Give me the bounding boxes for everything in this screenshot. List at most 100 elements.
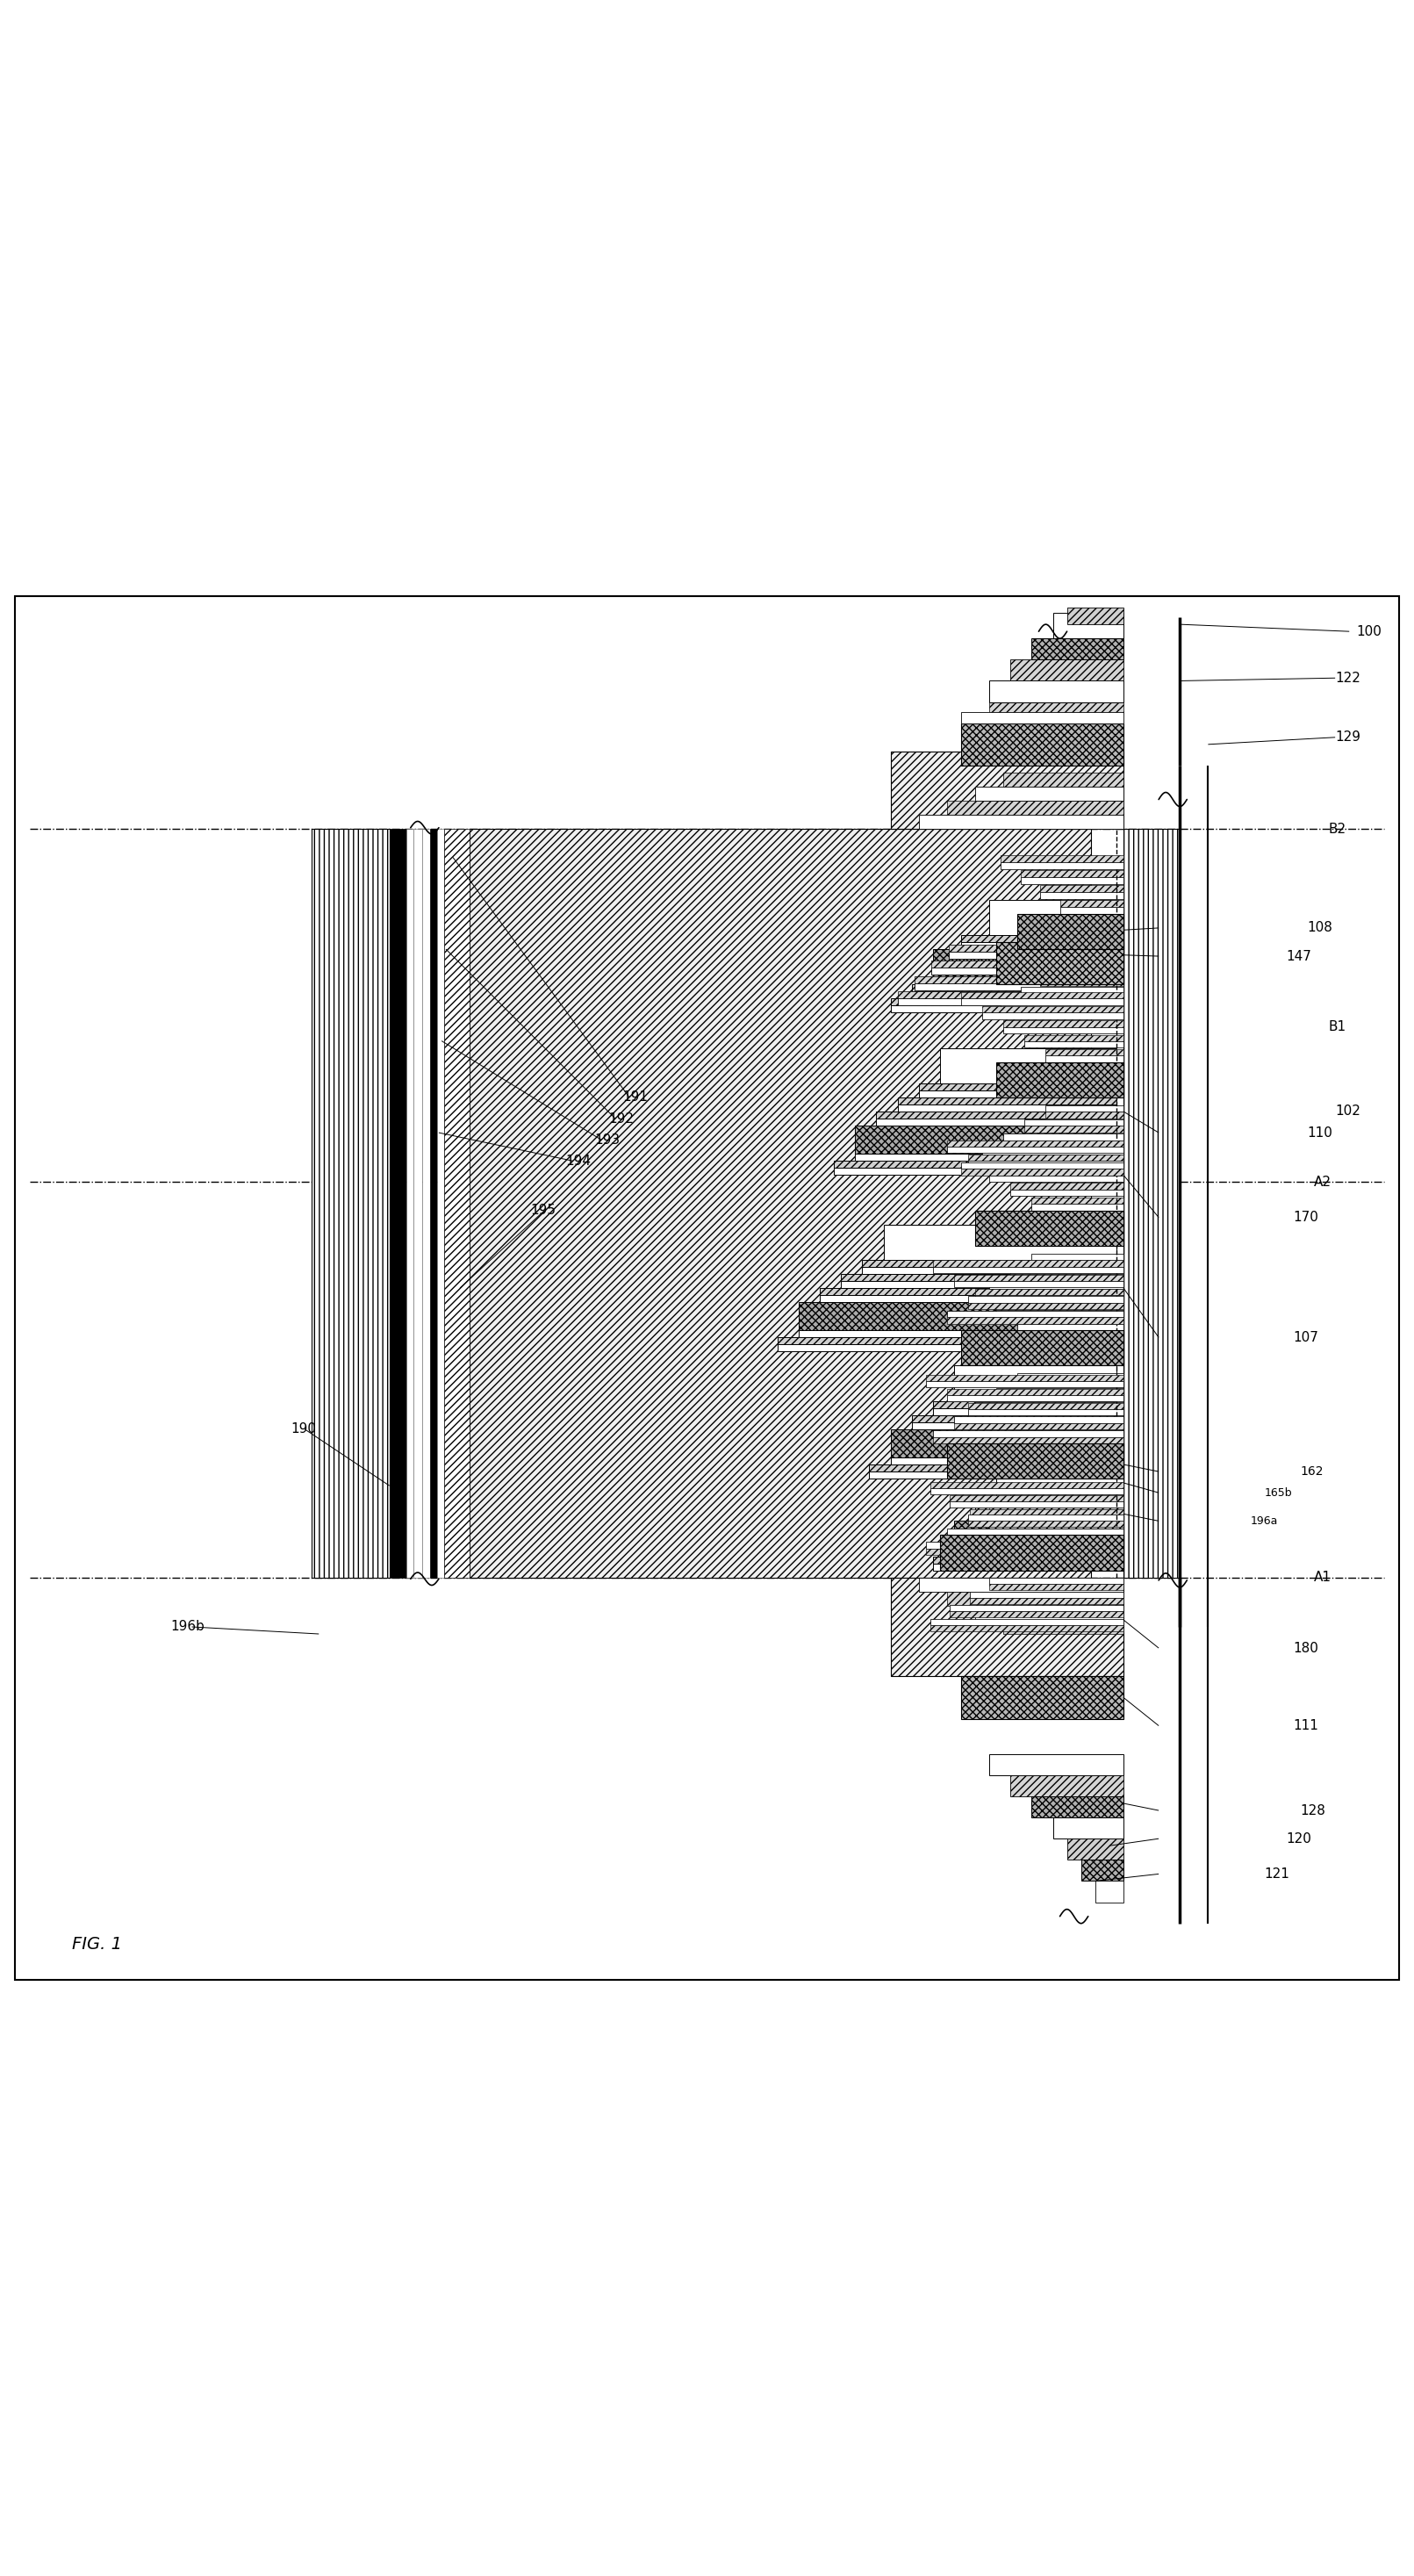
Bar xyxy=(1060,907,1123,914)
Text: 190: 190 xyxy=(291,1422,317,1435)
Bar xyxy=(919,814,1123,829)
Bar xyxy=(406,829,413,1577)
Bar xyxy=(983,1149,1123,1154)
Bar xyxy=(1041,886,1123,891)
Bar xyxy=(954,1422,1123,1430)
Bar xyxy=(1011,1775,1123,1795)
Bar xyxy=(997,1394,1123,1401)
Bar xyxy=(1060,963,1123,971)
Bar xyxy=(932,969,1123,974)
Bar xyxy=(990,1530,1123,1535)
Bar xyxy=(933,1564,1116,1571)
Bar xyxy=(1041,891,1123,899)
Bar xyxy=(1082,1860,1123,1880)
Text: 196b: 196b xyxy=(171,1620,205,1633)
Bar xyxy=(947,801,1123,814)
Bar xyxy=(970,1592,1123,1597)
Bar xyxy=(930,1625,1123,1631)
Bar xyxy=(799,1301,1116,1329)
Bar xyxy=(962,724,1123,765)
Text: 195: 195 xyxy=(530,1203,556,1216)
Bar xyxy=(962,999,1123,1005)
Text: 196a: 196a xyxy=(1250,1515,1278,1528)
Bar xyxy=(933,1267,1123,1273)
Text: 100: 100 xyxy=(1356,626,1381,639)
Bar xyxy=(976,786,1123,801)
Bar xyxy=(926,1548,1123,1556)
Bar xyxy=(1001,855,1123,863)
Bar xyxy=(1123,829,1179,1577)
Bar xyxy=(863,1267,1116,1275)
Bar xyxy=(933,1556,1116,1564)
Bar xyxy=(1018,1373,1123,1381)
Text: 102: 102 xyxy=(1335,1105,1360,1118)
Bar xyxy=(983,1007,1123,1012)
Bar xyxy=(1068,608,1123,623)
Bar xyxy=(950,1605,1123,1613)
Bar xyxy=(1032,1260,1123,1267)
Text: 147: 147 xyxy=(1285,951,1311,963)
Bar xyxy=(1004,1141,1123,1146)
Bar xyxy=(962,935,1116,943)
Bar xyxy=(997,943,1123,984)
Text: 110: 110 xyxy=(1307,1126,1332,1139)
Bar xyxy=(933,1430,1123,1437)
Bar xyxy=(311,829,389,1577)
Bar xyxy=(1004,1028,1123,1033)
Bar xyxy=(1021,987,1123,994)
Bar xyxy=(877,1118,1116,1126)
Bar xyxy=(976,1401,1123,1409)
Bar xyxy=(912,984,1116,992)
Bar xyxy=(1025,1126,1123,1133)
Bar xyxy=(962,711,1123,724)
Bar xyxy=(1032,1203,1123,1211)
Bar xyxy=(1053,613,1123,639)
Bar xyxy=(841,1275,1116,1280)
Bar xyxy=(970,1597,1123,1605)
Text: 111: 111 xyxy=(1292,1718,1318,1731)
Bar xyxy=(954,1417,1123,1422)
Bar xyxy=(990,1584,1123,1589)
Bar xyxy=(1011,1486,1123,1492)
Bar xyxy=(1018,1381,1123,1386)
Text: 120: 120 xyxy=(1285,1832,1311,1844)
Text: 122: 122 xyxy=(1335,672,1360,685)
Bar xyxy=(915,976,1123,984)
Bar xyxy=(950,1494,1123,1502)
Bar xyxy=(912,992,1116,999)
Bar xyxy=(997,1061,1123,1097)
Bar xyxy=(933,976,1116,984)
Bar xyxy=(970,1515,1123,1522)
Bar xyxy=(976,1409,1123,1414)
Bar xyxy=(1068,1839,1123,1860)
Bar xyxy=(1011,1190,1123,1195)
Bar xyxy=(969,1409,1123,1414)
Bar xyxy=(1096,1880,1123,1901)
Bar xyxy=(947,1396,1123,1401)
Bar xyxy=(1004,1620,1123,1633)
Bar xyxy=(1032,639,1123,659)
Bar xyxy=(990,1175,1123,1182)
Bar xyxy=(933,948,1116,976)
Bar xyxy=(940,1048,1116,1084)
Bar xyxy=(469,829,1092,1577)
Bar xyxy=(976,1296,1123,1301)
Bar xyxy=(1060,958,1123,963)
Bar xyxy=(962,1170,1123,1175)
Bar xyxy=(1018,1316,1123,1324)
Bar xyxy=(947,1141,1123,1146)
Bar xyxy=(1032,1795,1123,1819)
Bar xyxy=(884,1224,1116,1260)
Bar xyxy=(962,1329,1123,1365)
Bar xyxy=(778,1345,1116,1352)
Bar xyxy=(990,1507,1123,1512)
Bar xyxy=(954,1365,1116,1401)
Bar xyxy=(820,1288,1116,1296)
Bar xyxy=(990,1579,1123,1584)
Bar xyxy=(990,1422,1123,1430)
Bar xyxy=(1004,1020,1123,1028)
Bar xyxy=(976,1211,1123,1247)
Bar xyxy=(990,1417,1123,1422)
Text: 129: 129 xyxy=(1335,732,1360,744)
Bar xyxy=(1041,971,1123,979)
